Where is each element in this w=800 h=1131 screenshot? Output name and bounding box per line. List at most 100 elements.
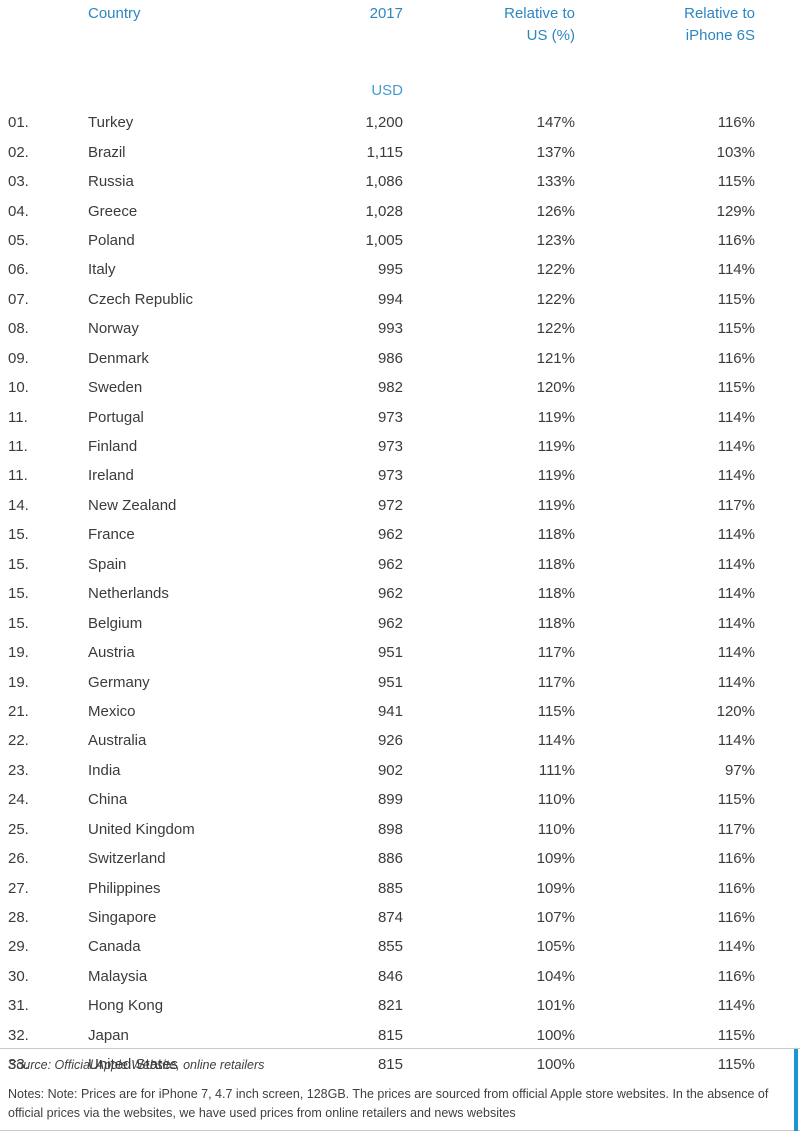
rank-cell: 27. (8, 879, 29, 897)
rank-cell: 25. (8, 820, 29, 838)
usd-price-cell: 962 (377, 526, 403, 544)
relative-6s-header-line2: iPhone 6S (685, 27, 755, 44)
relative-us-cell: 104% (536, 967, 575, 985)
rank-cell: 29. (8, 938, 29, 956)
table-row: 15. Netherlands 962 118% 114% (8, 579, 755, 608)
relative-6s-cell: 116% (717, 909, 755, 927)
country-cell: Norway (88, 320, 139, 338)
table-row: 10. Sweden 982 120% 115% (8, 373, 755, 402)
table-row: 28. Singapore 874 107% 116% (8, 903, 755, 932)
relative-6s-cell: 116% (717, 231, 755, 249)
rank-cell: 05. (8, 231, 29, 249)
rank-cell: 22. (8, 732, 29, 750)
relative-us-header-line2: US (%) (526, 27, 575, 44)
relative-6s-cell: 114% (717, 938, 755, 956)
usd-price-cell: 885 (377, 879, 403, 897)
rank-cell: 11. (8, 408, 28, 426)
rank-cell: 09. (8, 349, 29, 367)
relative-us-cell: 105% (536, 938, 575, 956)
usd-price-cell: 941 (377, 702, 403, 720)
country-cell: Germany (88, 673, 150, 691)
usd-price-cell: 972 (377, 496, 403, 514)
relative-6s-cell: 114% (717, 585, 755, 603)
rank-cell: 06. (8, 261, 29, 279)
rank-cell: 11. (8, 438, 28, 456)
rank-cell: 08. (8, 320, 29, 338)
usd-unit-label: USD (371, 82, 403, 99)
rank-cell: 02. (8, 143, 29, 161)
table-row: 29. Canada 855 105% 114% (8, 932, 755, 961)
relative-us-cell: 110% (537, 820, 575, 838)
table-row: 11. Portugal 973 119% 114% (8, 402, 755, 431)
rank-cell: 01. (8, 114, 29, 132)
usd-price-cell: 993 (377, 320, 403, 338)
table-row: 25. United Kingdom 898 110% 117% (8, 815, 755, 844)
table-row: 06. Italy 995 122% 114% (8, 255, 755, 284)
usd-price-cell: 855 (377, 938, 403, 956)
relative-us-cell: 120% (536, 379, 575, 397)
usd-price-cell: 874 (377, 909, 403, 927)
table-body: 01. Turkey 1,200 147% 116% 02. Brazil 1,… (8, 108, 800, 1079)
relative-us-cell: 118% (537, 526, 575, 544)
country-cell: Malaysia (88, 967, 148, 985)
country-cell: Spain (88, 555, 127, 573)
relative-6s-cell: 115% (717, 320, 755, 338)
table-row: 15. Spain 962 118% 114% (8, 550, 755, 579)
relative-us-cell: 122% (536, 290, 575, 308)
country-cell: Austria (88, 644, 135, 662)
usd-price-cell: 1,005 (365, 231, 403, 249)
table-row: 27. Philippines 885 109% 116% (8, 873, 755, 902)
country-cell: Sweden (88, 379, 143, 397)
year-column-header: 2017 (369, 5, 403, 22)
table-row: 04. Greece 1,028 126% 129% (8, 196, 755, 225)
relative-6s-cell: 114% (717, 526, 755, 544)
table-row: 03. Russia 1,086 133% 115% (8, 167, 755, 196)
relative-us-cell: 119% (537, 438, 575, 456)
usd-price-cell: 1,086 (365, 173, 403, 191)
relative-us-cell: 117% (537, 644, 575, 662)
country-cell: Canada (88, 938, 141, 956)
table-row: 30. Malaysia 846 104% 116% (8, 962, 755, 991)
table-row: 24. China 899 110% 115% (8, 785, 755, 814)
relative-6s-cell: 115% (717, 379, 755, 397)
relative-us-cell: 122% (536, 261, 575, 279)
relative-6s-cell: 116% (717, 349, 755, 367)
table-row: 05. Poland 1,005 123% 116% (8, 226, 755, 255)
table-row: 11. Ireland 973 119% 114% (8, 461, 755, 490)
country-cell: Turkey (88, 114, 134, 132)
rank-cell: 32. (8, 1026, 29, 1044)
relative-us-cell: 119% (537, 408, 575, 426)
relative-us-cell: 123% (536, 231, 575, 249)
table-row: 19. Germany 951 117% 114% (8, 667, 755, 696)
rank-cell: 26. (8, 850, 29, 868)
country-cell: Japan (88, 1026, 129, 1044)
relative-us-cell: 115% (537, 702, 575, 720)
table-row: 15. France 962 118% 114% (8, 520, 755, 549)
relative-us-cell: 111% (538, 761, 575, 779)
table-row: 08. Norway 993 122% 115% (8, 314, 755, 343)
relative-us-cell: 114% (537, 732, 575, 750)
usd-price-cell: 926 (377, 732, 403, 750)
relative-6s-cell: 114% (717, 555, 755, 573)
usd-price-cell: 902 (377, 761, 403, 779)
table-row: 26. Switzerland 886 109% 116% (8, 844, 755, 873)
rank-cell: 15. (8, 614, 29, 632)
relative-6s-cell: 115% (717, 1056, 755, 1074)
table-row: 33. United States 815 100% 115% (8, 1050, 755, 1079)
relative-6s-cell: 129% (716, 202, 755, 220)
rank-cell: 30. (8, 967, 29, 985)
relative-us-cell: 101% (536, 997, 575, 1015)
usd-price-cell: 982 (377, 379, 403, 397)
table-row: 01. Turkey 1,200 147% 116% (8, 108, 755, 137)
country-cell: Hong Kong (88, 997, 164, 1015)
relative-6s-cell: 116% (717, 879, 755, 897)
usd-price-cell: 821 (377, 997, 403, 1015)
relative-6s-cell: 114% (717, 644, 755, 662)
table-row: 02. Brazil 1,115 137% 103% (8, 137, 755, 166)
usd-price-cell: 815 (377, 1026, 403, 1044)
country-cell: Netherlands (88, 585, 169, 603)
usd-price-cell: 1,028 (365, 202, 403, 220)
relative-6s-cell: 114% (717, 467, 755, 485)
table-row: 14. New Zealand 972 119% 117% (8, 491, 755, 520)
relative-6s-cell: 116% (717, 850, 755, 868)
